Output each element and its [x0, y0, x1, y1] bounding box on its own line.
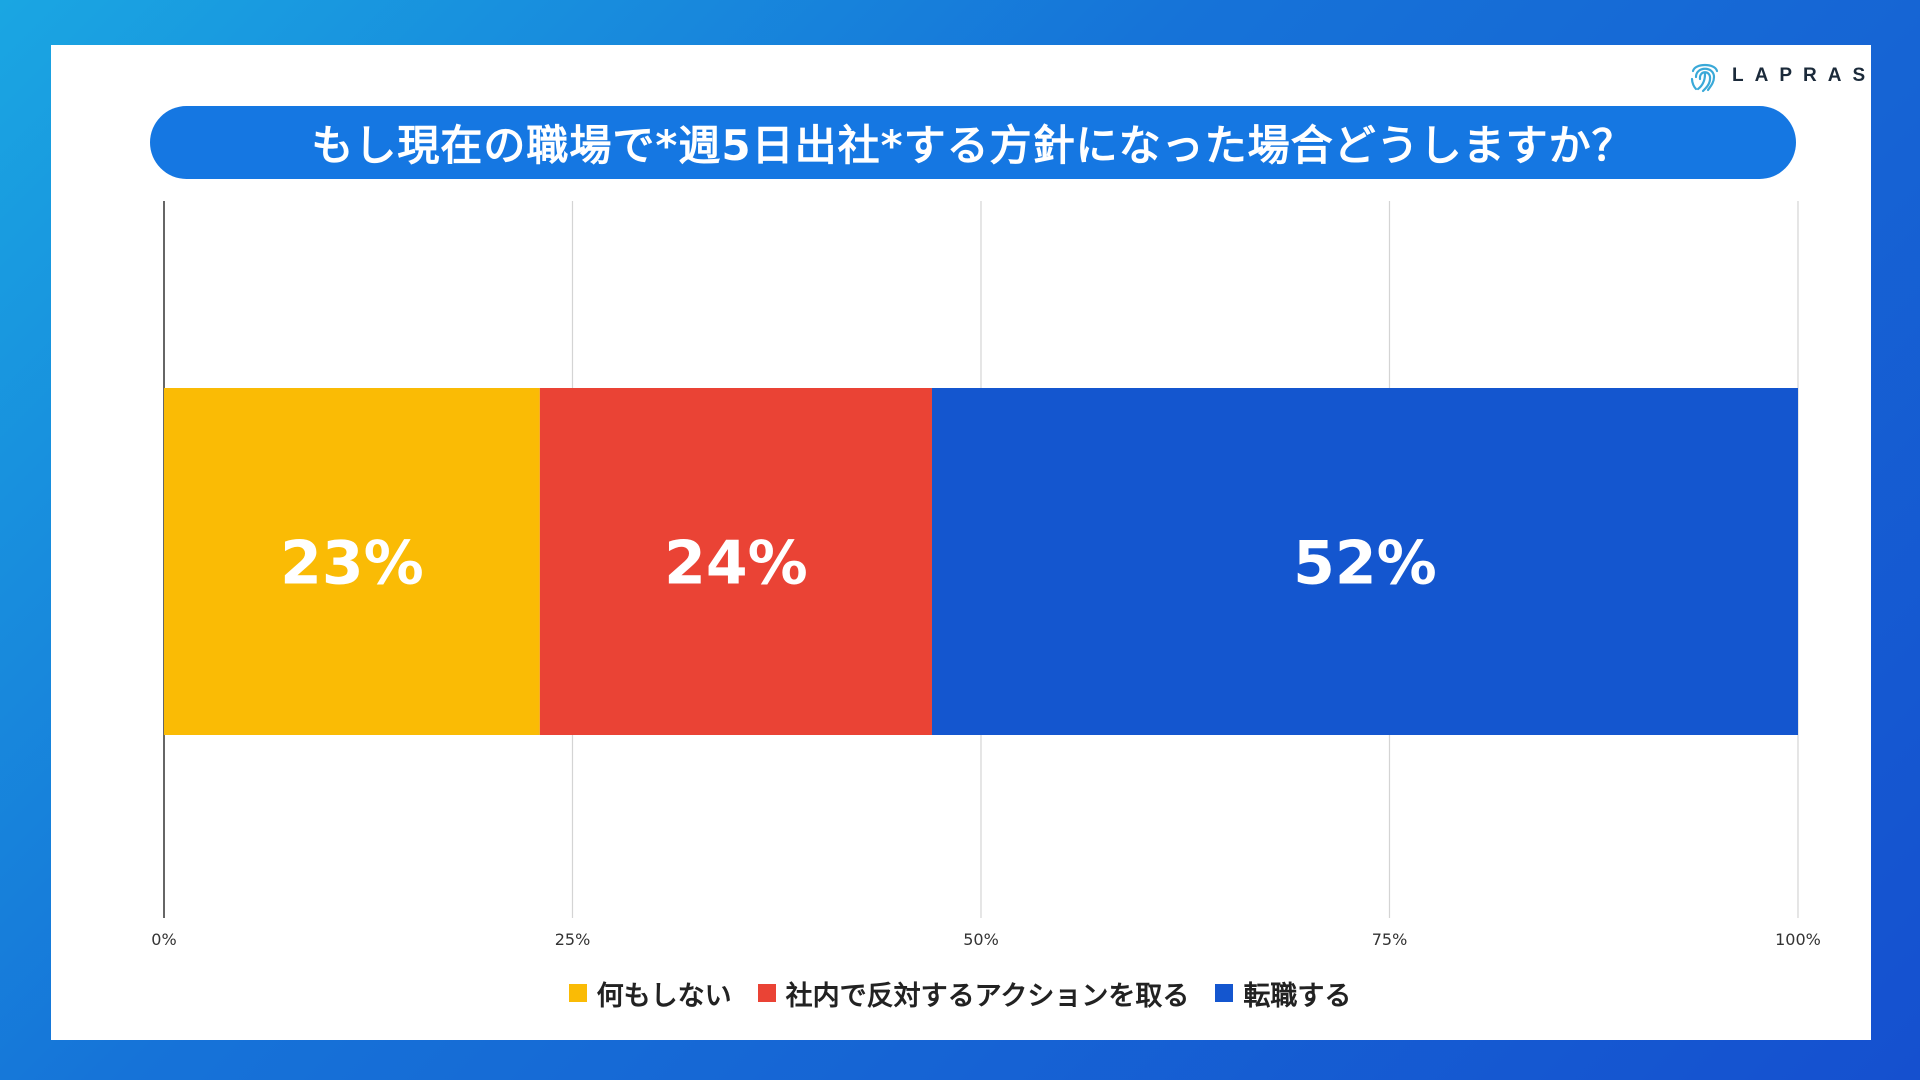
- x-tick-label: 25%: [555, 930, 591, 949]
- x-tick-label: 75%: [1372, 930, 1408, 949]
- legend-swatch: [1215, 984, 1234, 1002]
- brand-logo: LAPRAS: [1688, 56, 1876, 96]
- chart-title: もし現在の職場で*週5日出社*する方針になった場合どうしますか？: [150, 106, 1796, 179]
- legend-item: 転職する: [1215, 974, 1351, 1013]
- legend-label: 社内で反対するアクションを取る: [785, 980, 1190, 1012]
- bar-segment: [164, 388, 540, 735]
- chart-legend: 何もしない 社内で反対するアクションを取る 転職する: [0, 973, 1920, 1013]
- brand-name: LAPRAS: [1732, 65, 1877, 86]
- bar-segment: [931, 388, 1798, 735]
- data-label: 23%: [280, 529, 424, 599]
- fingerprint-icon: [1690, 63, 1719, 93]
- legend-item: 社内で反対するアクションを取る: [757, 974, 1190, 1013]
- legend-swatch: [568, 984, 587, 1002]
- legend-item: 何もしない: [568, 974, 732, 1013]
- legend-label: 何もしない: [596, 980, 732, 1012]
- x-tick-label: 50%: [963, 930, 999, 949]
- bar-segment: [539, 388, 932, 735]
- x-tick-label: 100%: [1775, 930, 1821, 949]
- legend-label: 転職する: [1243, 980, 1352, 1012]
- data-label: 52%: [1293, 529, 1437, 599]
- x-tick-label: 0%: [151, 930, 176, 949]
- legend-swatch: [757, 984, 776, 1002]
- data-label: 24%: [664, 529, 808, 599]
